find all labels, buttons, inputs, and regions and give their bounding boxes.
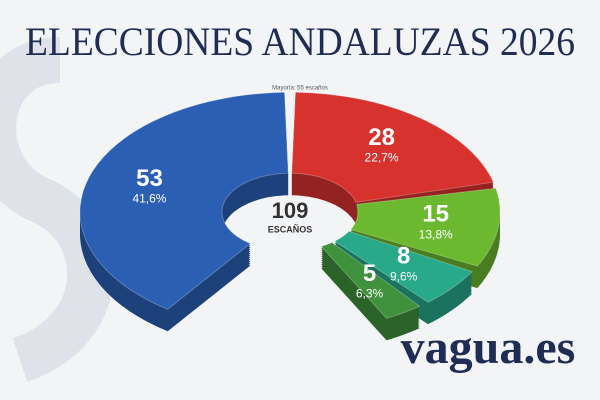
segment [320, 241, 421, 319]
share-label: 41,6% [132, 192, 166, 206]
chart-title: ELECCIONES ANDALUZAS 2026 [25, 19, 575, 64]
share-label: 9,6% [390, 269, 418, 283]
value-label: 5 [363, 260, 376, 287]
value-label: 8 [397, 242, 410, 269]
value-label: 15 [422, 201, 449, 228]
segment [349, 187, 501, 267]
share-label: 6,3% [356, 287, 384, 301]
value-label: 53 [136, 165, 163, 192]
background-decoration [0, 37, 114, 382]
share-label: 22,7% [365, 151, 399, 165]
share-label: 13,8% [419, 227, 453, 241]
segment [79, 91, 289, 310]
segment [291, 91, 495, 203]
brand: vagua.es [401, 321, 576, 374]
total-label: ESCAÑOS [268, 224, 313, 234]
total: 109 [272, 198, 309, 223]
value-label: 28 [368, 124, 395, 151]
segment [333, 230, 474, 303]
note: Mayoría: 55 escaños [272, 86, 328, 92]
